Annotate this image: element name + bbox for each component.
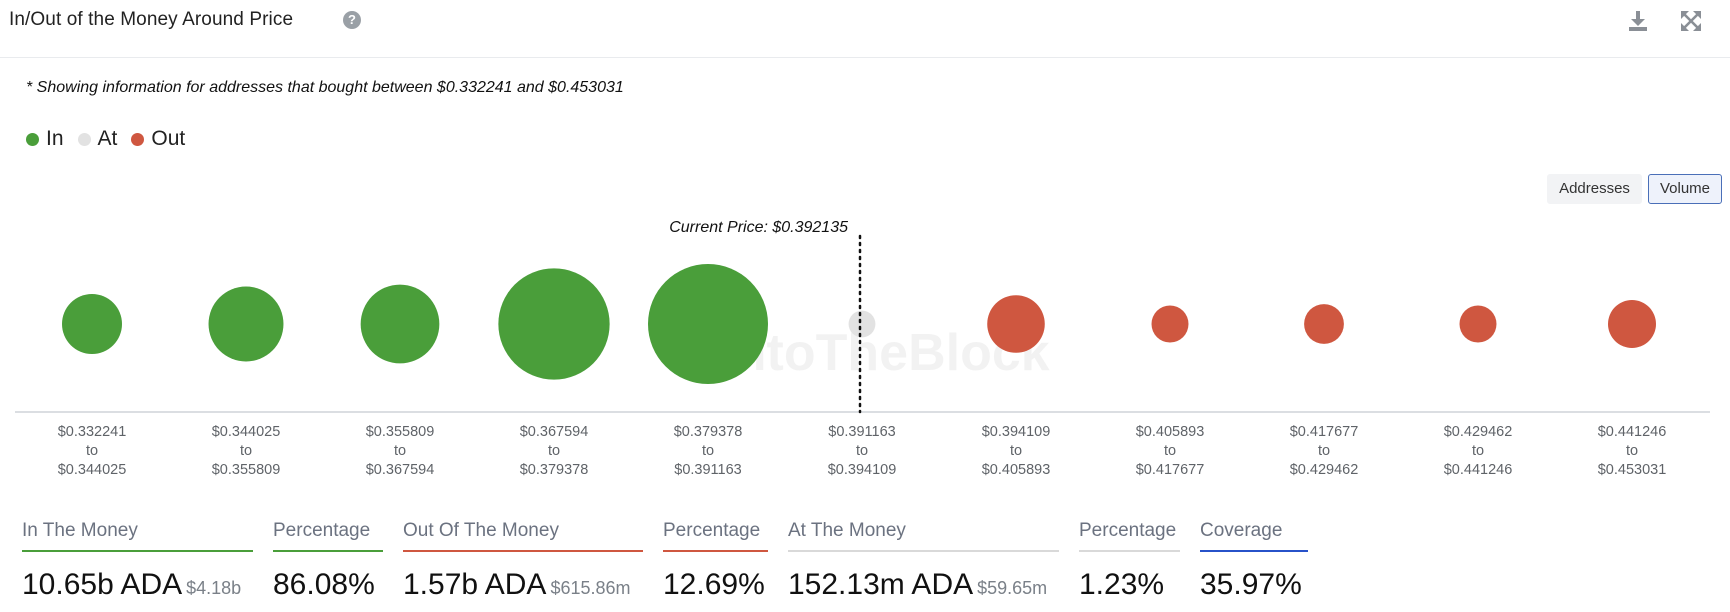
bucket-label: to <box>86 443 98 459</box>
bucket-label: $0.344025 <box>212 424 281 440</box>
widget-title: In/Out of the Money Around Price <box>9 9 294 30</box>
bucket-label: $0.332241 <box>58 424 127 440</box>
stat-at-the-money: At The Money 152.13m ADA $59.65m <box>788 520 1059 602</box>
bubble-at <box>848 310 876 338</box>
help-icon[interactable]: ? <box>343 11 361 29</box>
stat-value: 12.69% <box>663 568 765 601</box>
stat-label: Out Of The Money <box>403 520 559 541</box>
bucket-label: $0.405893 <box>1136 424 1205 440</box>
volume-toggle[interactable]: Volume <box>1648 174 1722 204</box>
stat-label: In The Money <box>22 520 138 541</box>
stat-in-the-money: In The Money 10.65b ADA $4.18b <box>22 520 253 602</box>
bucket-label: $0.391163 <box>828 424 895 440</box>
bucket-label: to <box>240 443 252 459</box>
bubble-in <box>360 284 440 364</box>
bucket-label: $0.367594 <box>520 424 589 440</box>
legend-label-in: In <box>46 127 64 150</box>
bubble-chart: IntoTheBlock$0.332241to$0.344025$0.34402… <box>15 219 1710 478</box>
bubble-out <box>1151 305 1189 343</box>
bucket-label: to <box>856 443 868 459</box>
bubble-out <box>987 295 1045 353</box>
bubble-in <box>62 294 122 354</box>
stat-label: Percentage <box>663 520 761 541</box>
bucket-label: to <box>1626 443 1638 459</box>
bucket-label: to <box>1318 443 1330 459</box>
legend-item-in[interactable]: In <box>26 127 64 151</box>
bucket-label: $0.355809 <box>366 424 435 440</box>
widget-header: In/Out of the Money Around Price ? <box>0 0 1730 58</box>
stat-label: At The Money <box>788 520 906 541</box>
bubble-out <box>1304 304 1344 344</box>
bubble-in <box>648 264 768 384</box>
download-icon[interactable] <box>1625 8 1651 34</box>
bucket-label: $0.441246 <box>1444 462 1513 478</box>
bucket-label: $0.394109 <box>828 462 897 478</box>
stat-value: 1.57b ADA $615.86m <box>403 568 631 601</box>
current-price-label: Current Price: $0.392135 <box>669 219 848 236</box>
bucket-label: $0.344025 <box>58 462 127 478</box>
bucket-label: $0.367594 <box>366 462 435 478</box>
stat-in-percentage: Percentage 86.08% <box>273 520 383 602</box>
bucket-label: to <box>702 443 714 459</box>
bucket-label: to <box>394 443 406 459</box>
stat-underline <box>22 550 253 552</box>
bucket-label: $0.379378 <box>674 424 743 440</box>
bucket-label: $0.417677 <box>1290 424 1359 440</box>
stat-value: 35.97% <box>1200 568 1302 601</box>
stat-label: Percentage <box>1079 520 1177 541</box>
stat-coverage: Coverage 35.97% <box>1200 520 1308 602</box>
bucket-label: $0.429462 <box>1444 424 1513 440</box>
range-note: * Showing information for addresses that… <box>26 79 624 96</box>
stat-underline <box>663 550 768 552</box>
bucket-label: $0.394109 <box>982 424 1051 440</box>
bucket-label: to <box>548 443 560 459</box>
bubble-out <box>1608 300 1656 348</box>
stat-underline <box>788 550 1059 552</box>
stat-sub-value: $615.86m <box>550 578 631 598</box>
legend-dot-at <box>77 132 91 146</box>
bucket-label: $0.355809 <box>212 462 281 478</box>
stat-sub-value: $4.18b <box>186 578 242 598</box>
bubble-in <box>498 268 610 380</box>
legend-label-out: Out <box>151 127 186 150</box>
stat-value: 86.08% <box>273 568 375 601</box>
bubble-out <box>1459 305 1497 343</box>
stat-label: Coverage <box>1200 520 1283 541</box>
stat-value: 152.13m ADA $59.65m <box>788 568 1048 601</box>
addresses-toggle[interactable]: Addresses <box>1547 174 1642 204</box>
legend-dot-out <box>131 132 145 146</box>
stat-out-of-the-money: Out Of The Money 1.57b ADA $615.86m <box>403 520 643 602</box>
bucket-label: $0.405893 <box>982 462 1051 478</box>
stat-at-percentage: Percentage 1.23% <box>1079 520 1180 602</box>
legend-item-at[interactable]: At <box>77 127 118 151</box>
stat-sub-value: $59.65m <box>977 578 1048 598</box>
bucket-label: to <box>1010 443 1022 459</box>
bucket-label: $0.429462 <box>1290 462 1359 478</box>
stat-underline <box>1200 550 1308 552</box>
stat-label: Percentage <box>273 520 371 541</box>
stat-value: 1.23% <box>1079 568 1165 601</box>
stat-underline <box>1079 550 1180 552</box>
stat-underline <box>403 550 643 552</box>
stats-row: In The Money 10.65b ADA $4.18b Percentage… <box>0 520 1730 612</box>
bucket-label: $0.391163 <box>674 462 741 478</box>
fullscreen-icon[interactable] <box>1678 8 1704 34</box>
legend-dot-in <box>26 132 39 146</box>
legend-label-at: At <box>97 127 118 150</box>
legend-item-out[interactable]: Out <box>131 127 185 151</box>
stat-out-percentage: Percentage 12.69% <box>663 520 768 602</box>
bucket-label: $0.453031 <box>1598 462 1667 478</box>
bucket-label: to <box>1164 443 1176 459</box>
bucket-label: $0.417677 <box>1136 462 1205 478</box>
stat-value: 10.65b ADA $4.18b <box>22 568 242 601</box>
legend: In At Out <box>26 127 199 151</box>
bucket-label: $0.379378 <box>520 462 589 478</box>
bubble-in <box>208 286 284 362</box>
bucket-label: $0.441246 <box>1598 424 1667 440</box>
stat-underline <box>273 550 383 552</box>
bucket-label: to <box>1472 443 1484 459</box>
